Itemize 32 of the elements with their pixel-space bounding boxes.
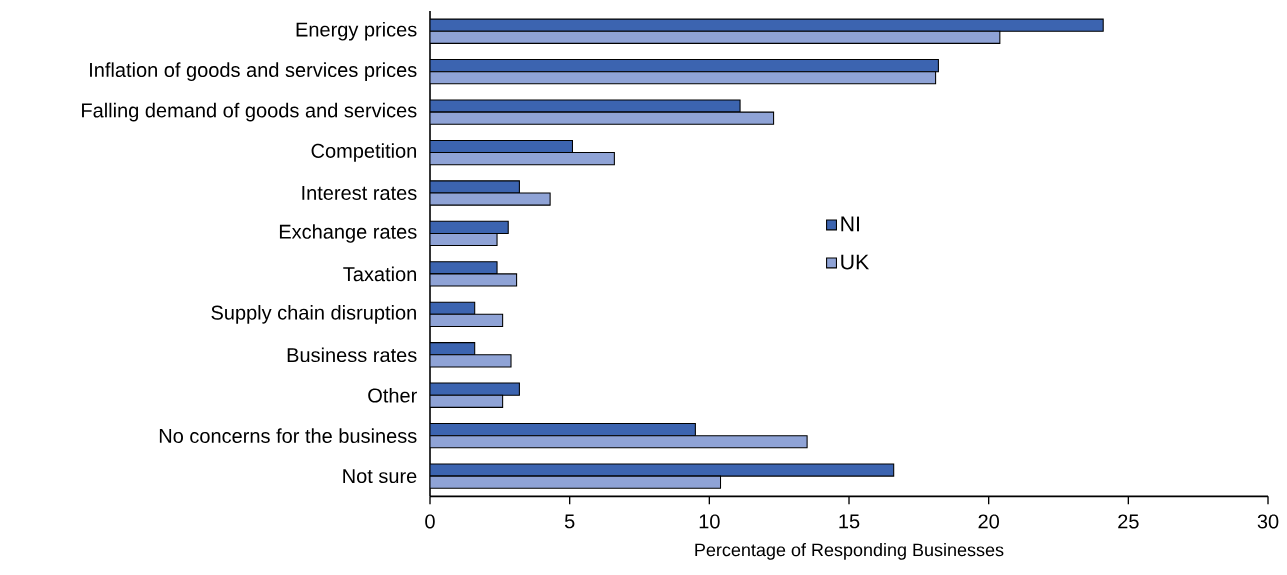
y-tick-label: Supply chain disruption [211,305,416,324]
x-axis-title: Percentage of Responding Businesses [695,543,1004,560]
x-tick-label: 30 [1257,514,1279,529]
bar [430,58,939,73]
bar [430,423,696,437]
y-tick-label: Business rates [287,347,417,363]
y-tick-label: Taxation [343,266,417,282]
x-tick-label: 10 [699,514,720,529]
y-tick-label: Interest rates [302,186,417,200]
y-tick-label: Inflation of goods and services prices [90,62,417,81]
x-tick-label: 25 [1118,514,1139,529]
bar [430,139,573,154]
y-tick-label: Energy prices [296,21,417,41]
bar [430,18,1104,32]
x-tick-label: 5 [564,514,575,529]
legend-label: UK [841,254,870,270]
y-tick-label: Not sure [343,469,417,484]
bar [430,475,722,489]
x-tick-label: 15 [839,514,860,529]
bar [430,435,808,449]
y-tick-label: Exchange rates [279,224,417,243]
bar [430,71,937,85]
bar [430,152,615,166]
y-tick-label: No concerns for the business [159,428,417,444]
y-tick-label: Falling demand of goods and services [82,102,417,122]
x-tick-label: 20 [978,514,999,529]
x-tick-label: 0 [425,514,435,529]
y-tick-label: Other [368,387,417,403]
legend-label: NI [841,216,860,232]
bar [430,111,775,125]
bar [430,30,1001,44]
y-tick-label: Competition [311,143,416,162]
